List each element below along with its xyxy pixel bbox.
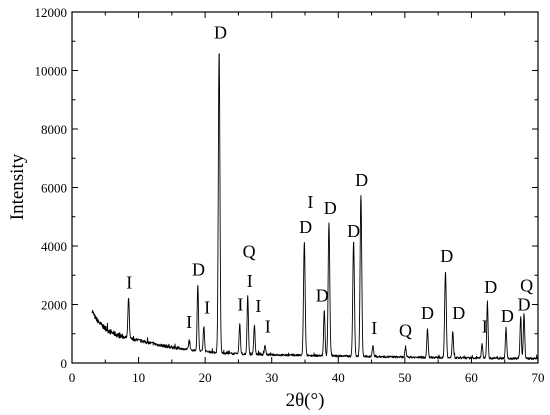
series-line-xrd (91, 53, 539, 360)
peak-label-21: D (452, 303, 465, 323)
peak-label-2: I (186, 312, 192, 332)
peak-label-18: Q (399, 321, 412, 341)
x-tick-label: 70 (532, 370, 545, 385)
y-tick-label: 4000 (41, 239, 67, 254)
y-tick-label: 2000 (41, 298, 67, 313)
y-tick-label: 6000 (41, 181, 67, 196)
y-tick-label: 0 (61, 356, 68, 371)
x-tick-label: 20 (199, 370, 212, 385)
plot-frame (71, 11, 539, 364)
peak-label-23: D (484, 277, 497, 297)
y-tick-label: 8000 (41, 122, 67, 137)
peak-label-10: I (265, 316, 271, 336)
peak-label-12: D (299, 217, 312, 237)
y-tick-label: 10000 (35, 64, 68, 79)
x-tick-label: 40 (332, 370, 345, 385)
y-axis-label: Intensity (7, 153, 28, 220)
peak-label-20: D (440, 246, 453, 266)
x-tick-label: 60 (465, 370, 478, 385)
peak-label-19: D (421, 303, 434, 323)
peak-label-16: D (355, 170, 368, 190)
peak-label-6: I (237, 294, 243, 314)
peak-label-8: I (247, 271, 253, 291)
tick-layer: 0 10 20 30 40 50 60 70 0 2000 4000 6000 8000 10000 120… (35, 5, 545, 385)
peak-label-22: I (482, 316, 488, 336)
y-tick-label: 12000 (35, 5, 68, 20)
peak-label-3: D (192, 259, 205, 279)
x-tick-label: 50 (398, 370, 411, 385)
peak-label-15: D (347, 221, 360, 241)
peak-label-26: D (518, 294, 531, 314)
peak-label-14: D (324, 198, 337, 218)
peak-label-13: D (316, 286, 329, 306)
peak-label-9: I (255, 296, 261, 316)
peak-label-24: D (501, 306, 514, 326)
x-tick-label: 10 (132, 370, 145, 385)
x-tick-label: 0 (69, 370, 76, 385)
peak-label-11: I (307, 192, 313, 212)
peak-label-25: Q (520, 275, 533, 295)
x-axis-label: 2θ(°) (286, 390, 325, 411)
peak-label-4: I (204, 297, 210, 317)
peak-label-7: Q (243, 242, 256, 262)
peak-label-17: I (371, 318, 377, 338)
x-tick-label: 30 (265, 370, 278, 385)
peak-label-5: D (214, 22, 227, 42)
peak-label-1: I (126, 272, 132, 292)
series-layer (91, 53, 539, 360)
